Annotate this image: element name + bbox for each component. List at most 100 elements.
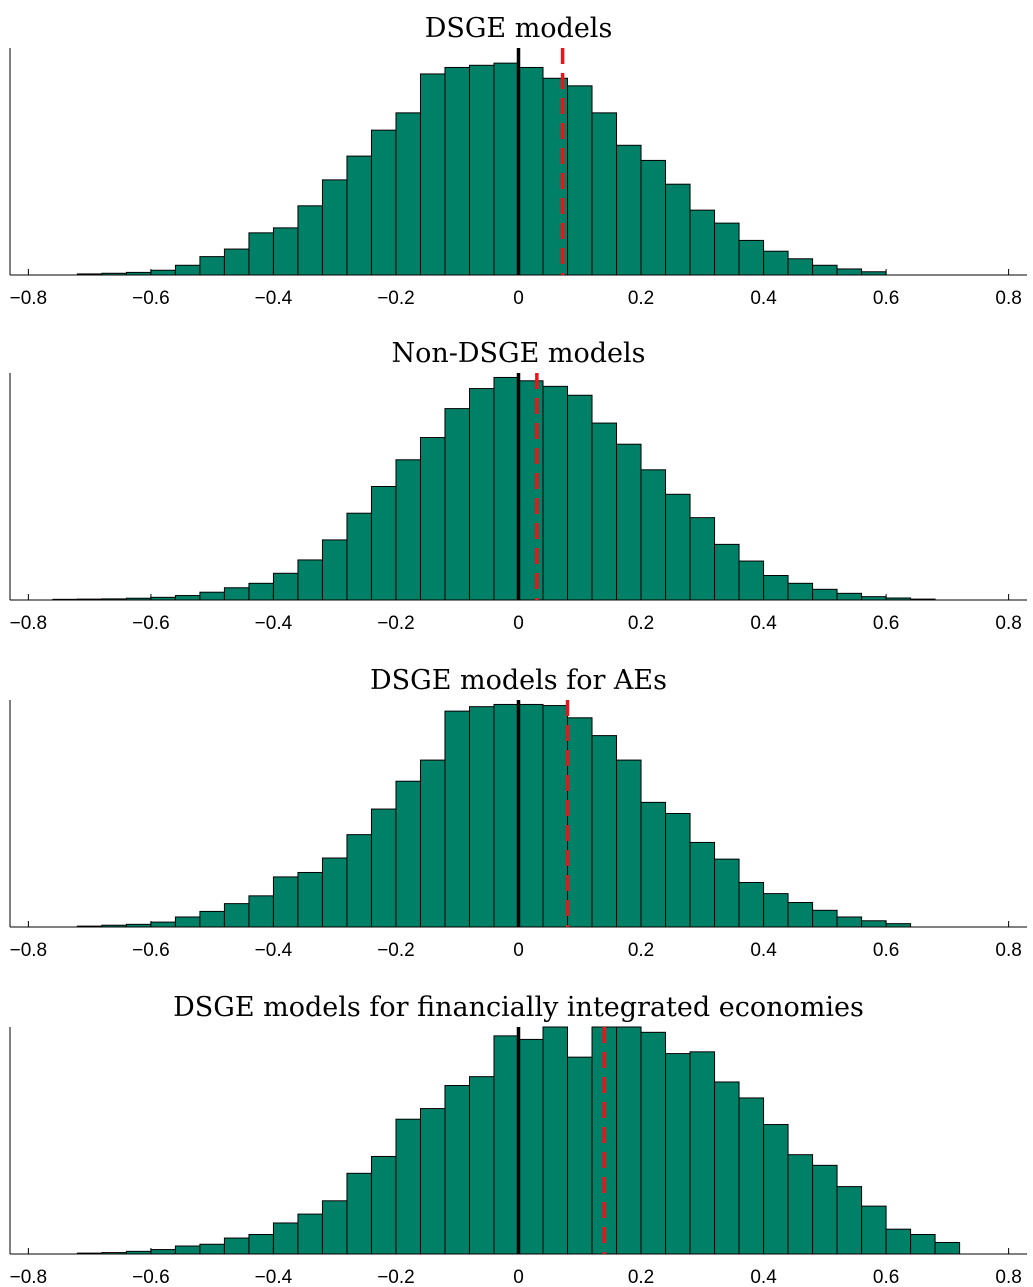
- histogram-bar: [248, 1233, 274, 1255]
- histogram-bar: [763, 1124, 789, 1255]
- histogram-bar: [714, 858, 740, 928]
- x-tick-label: −0.6: [132, 1267, 170, 1287]
- histogram-bar: [812, 909, 838, 928]
- x-tick-label: −0.2: [377, 613, 415, 634]
- histogram-bar: [199, 591, 225, 601]
- histogram-bar: [714, 543, 740, 601]
- x-tick-label: 0.2: [628, 940, 654, 961]
- histogram-bar: [812, 1164, 838, 1255]
- histogram-bar: [934, 1241, 961, 1255]
- histogram-bar: [395, 780, 421, 928]
- x-tick-label: 0.4: [750, 1267, 777, 1287]
- histogram-bar: [861, 920, 887, 928]
- histogram-bar: [542, 1026, 569, 1255]
- histogram-bar: [591, 735, 618, 928]
- x-tick-label: −0.4: [255, 613, 293, 634]
- histogram-bar: [199, 256, 225, 276]
- histogram-bar: [542, 705, 569, 928]
- histogram-bar: [272, 876, 299, 928]
- histogram-bar: [150, 269, 176, 276]
- histogram-bar: [444, 710, 470, 928]
- x-tick-label: −0.2: [377, 288, 415, 309]
- histogram-bar: [738, 239, 765, 276]
- x-tick-label: 0: [513, 613, 524, 634]
- histogram-bar: [567, 717, 593, 928]
- histogram-bar: [567, 394, 593, 601]
- histogram-bar: [248, 232, 274, 276]
- histogram-bar: [321, 1200, 348, 1255]
- x-tick-label: 0.8: [995, 940, 1021, 961]
- panel-title: DSGE models: [425, 13, 613, 44]
- histogram-bar: [321, 179, 348, 276]
- histogram-bar: [836, 268, 863, 276]
- histogram-bar: [787, 582, 814, 601]
- histogram-bar: [518, 66, 544, 276]
- histogram-bar: [885, 1228, 912, 1255]
- x-tick-label: −0.8: [10, 613, 48, 634]
- histogram-bar: [763, 250, 789, 276]
- x-tick-label: −0.4: [255, 940, 293, 961]
- histogram-bar: [591, 112, 618, 276]
- histogram-panel-2: Non-DSGE models −0.8 −0.6 −0.4 −0.2 0 0.2 0.4 0.…: [9, 338, 1027, 634]
- histogram-bar: [885, 923, 912, 928]
- histogram-bar: [493, 376, 520, 601]
- histogram-bar: [468, 64, 495, 276]
- histogram-bar: [370, 1155, 397, 1255]
- histogram-bar: [763, 575, 789, 601]
- histogram-bar: [714, 1081, 740, 1255]
- histogram-bar: [150, 1249, 176, 1255]
- histogram-bar: [640, 801, 667, 928]
- histogram-bar: [468, 706, 495, 928]
- x-tick-label: 0.2: [628, 613, 654, 634]
- histogram-bar: [468, 388, 495, 601]
- histogram-bar: [297, 559, 323, 601]
- x-tick-label: 0.6: [873, 1267, 899, 1287]
- panel-title: Non-DSGE models: [391, 338, 645, 369]
- histogram-bar: [174, 264, 201, 276]
- histogram-bar: [689, 1051, 716, 1255]
- histogram-bar: [640, 159, 667, 276]
- histogram-bar: [444, 66, 470, 276]
- histogram-bar: [861, 596, 887, 601]
- histogram-bar: [297, 871, 323, 928]
- histogram-bar: [542, 385, 569, 601]
- histogram-bar: [395, 459, 421, 601]
- histogram-bar: [567, 85, 593, 276]
- histogram-bar: [395, 1118, 421, 1255]
- histogram-bar: [689, 517, 716, 601]
- histogram-bar: [787, 1154, 814, 1255]
- histogram-bar: [248, 895, 274, 928]
- histogram-bar: [199, 1243, 225, 1255]
- histogram-bar: [493, 62, 520, 276]
- histogram-bar: [738, 1097, 765, 1255]
- histogram-bar: [836, 592, 863, 601]
- histogram-bar: [174, 1245, 201, 1255]
- x-tick-label: −0.4: [255, 288, 293, 309]
- histogram-bar: [468, 1076, 495, 1255]
- histogram-bar: [812, 264, 838, 276]
- x-tick-label: −0.8: [10, 1267, 48, 1287]
- x-tick-label: 0.8: [995, 288, 1021, 309]
- x-tick-label: 0: [513, 1267, 524, 1287]
- histogram-bar: [616, 1026, 642, 1255]
- x-tick-label: 0.6: [873, 288, 899, 309]
- histogram-bar: [665, 813, 691, 928]
- x-tick-label: 0.4: [750, 940, 777, 961]
- histogram-bar: [714, 222, 740, 276]
- panel-title: DSGE models for AEs: [370, 665, 667, 696]
- histogram-bar: [812, 588, 838, 601]
- histogram-bar: [665, 183, 691, 276]
- histogram-bar: [199, 910, 225, 928]
- x-tick-label: 0: [513, 288, 524, 309]
- x-tick-label: 0.6: [873, 613, 899, 634]
- x-tick-label: 0.8: [995, 613, 1021, 634]
- histogram-bar: [272, 572, 299, 601]
- histogram-bar: [738, 560, 765, 601]
- histogram-bar: [787, 902, 814, 928]
- x-tick-label: −0.6: [132, 940, 170, 961]
- histogram-bar: [297, 205, 323, 276]
- histogram-bar: [763, 893, 789, 928]
- histogram-bar: [223, 248, 250, 276]
- x-tick-label: −0.8: [10, 288, 48, 309]
- x-tick-label: 0.4: [750, 613, 777, 634]
